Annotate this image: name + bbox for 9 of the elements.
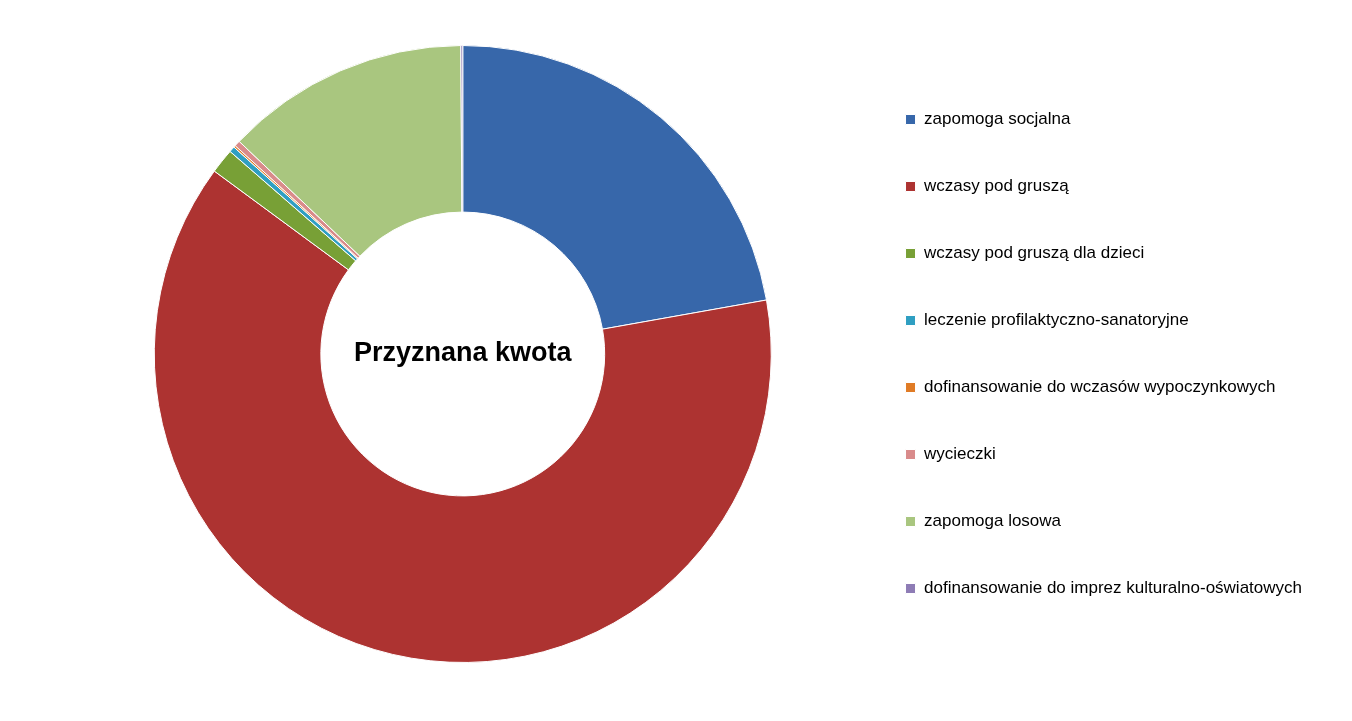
legend-label: zapomoga socjalna xyxy=(924,109,1072,129)
legend-label: dofinansowanie do wczasów wypoczynkowych xyxy=(924,377,1276,397)
legend-label: wycieczki xyxy=(923,444,996,464)
legend-label: wczasy pod gruszą xyxy=(923,176,1070,196)
legend-label: wczasy pod gruszą dla dzieci xyxy=(923,243,1145,263)
legend-label: zapomoga losowa xyxy=(924,511,1062,531)
legend-label: leczenie profilaktyczno-sanatoryjne xyxy=(924,310,1189,330)
text: Przyznana kwota xyxy=(353,337,573,368)
legend-label: dofinansowanie do imprez kulturalno-oświatowych xyxy=(924,578,1303,598)
